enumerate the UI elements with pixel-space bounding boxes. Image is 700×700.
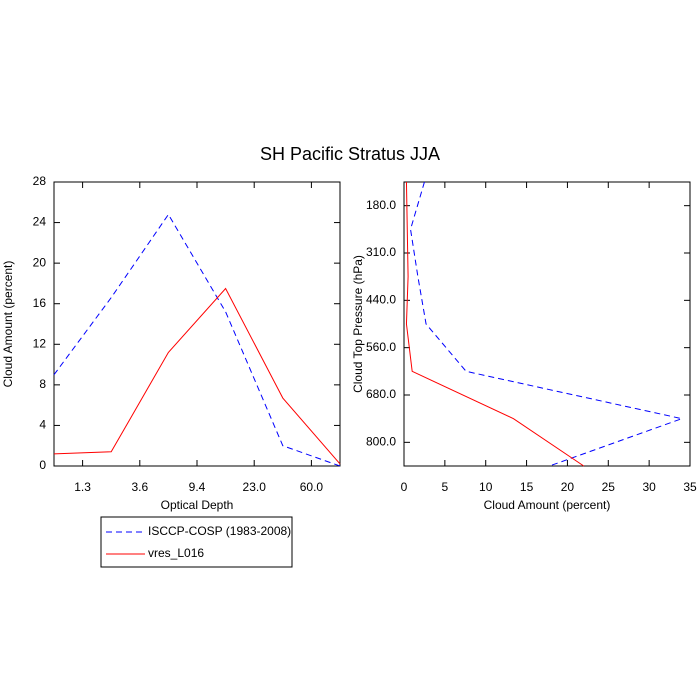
data-line xyxy=(410,181,684,467)
x-tick-label: 3.6 xyxy=(131,480,148,494)
y-tick-label: 20 xyxy=(33,255,47,269)
x-tick-label: 30 xyxy=(642,480,656,494)
x-tick-label: 9.4 xyxy=(189,480,206,494)
plot-frame xyxy=(403,181,691,467)
x-tick-label: 60.0 xyxy=(300,480,324,494)
y-tick-label: 8 xyxy=(39,377,46,391)
x-tick-label: 15 xyxy=(520,480,534,494)
x-tick-label: 20 xyxy=(561,480,575,494)
y-tick-label: 560.0 xyxy=(366,340,396,354)
x-tick-label: 0 xyxy=(401,480,408,494)
y-tick-label: 28 xyxy=(33,174,47,188)
plot-frame xyxy=(53,181,341,467)
legend-label: vres_L016 xyxy=(148,546,204,560)
data-line xyxy=(53,213,341,467)
y-tick-label: 16 xyxy=(33,296,47,310)
y-tick-label: 4 xyxy=(39,418,46,432)
data-line xyxy=(405,181,585,467)
x-tick-label: 23.0 xyxy=(243,480,267,494)
x-tick-label: 1.3 xyxy=(74,480,91,494)
x-tick-label: 10 xyxy=(479,480,493,494)
y-tick-label: 310.0 xyxy=(366,245,396,259)
y-tick-label: 180.0 xyxy=(366,198,396,212)
x-tick-label: 35 xyxy=(683,480,697,494)
data-line xyxy=(53,287,341,465)
x-axis-label: Cloud Amount (percent) xyxy=(484,498,611,512)
y-tick-label: 800.0 xyxy=(366,435,396,449)
y-tick-label: 680.0 xyxy=(366,387,396,401)
y-tick-label: 0 xyxy=(39,458,46,472)
y-tick-label: 440.0 xyxy=(366,293,396,307)
x-axis-label: Optical Depth xyxy=(161,498,234,512)
legend-box xyxy=(100,516,293,568)
y-tick-label: 24 xyxy=(33,215,47,229)
y-tick-label: 12 xyxy=(33,336,47,350)
legend-label: ISCCP-COSP (1983-2008) xyxy=(148,524,291,538)
x-tick-label: 5 xyxy=(442,480,449,494)
figure-title: SH Pacific Stratus JJA xyxy=(260,144,440,164)
y-axis-label: Cloud Top Pressure (hPa) xyxy=(351,255,365,393)
y-axis-label: Cloud Amount (percent) xyxy=(1,261,15,388)
x-tick-label: 25 xyxy=(602,480,616,494)
